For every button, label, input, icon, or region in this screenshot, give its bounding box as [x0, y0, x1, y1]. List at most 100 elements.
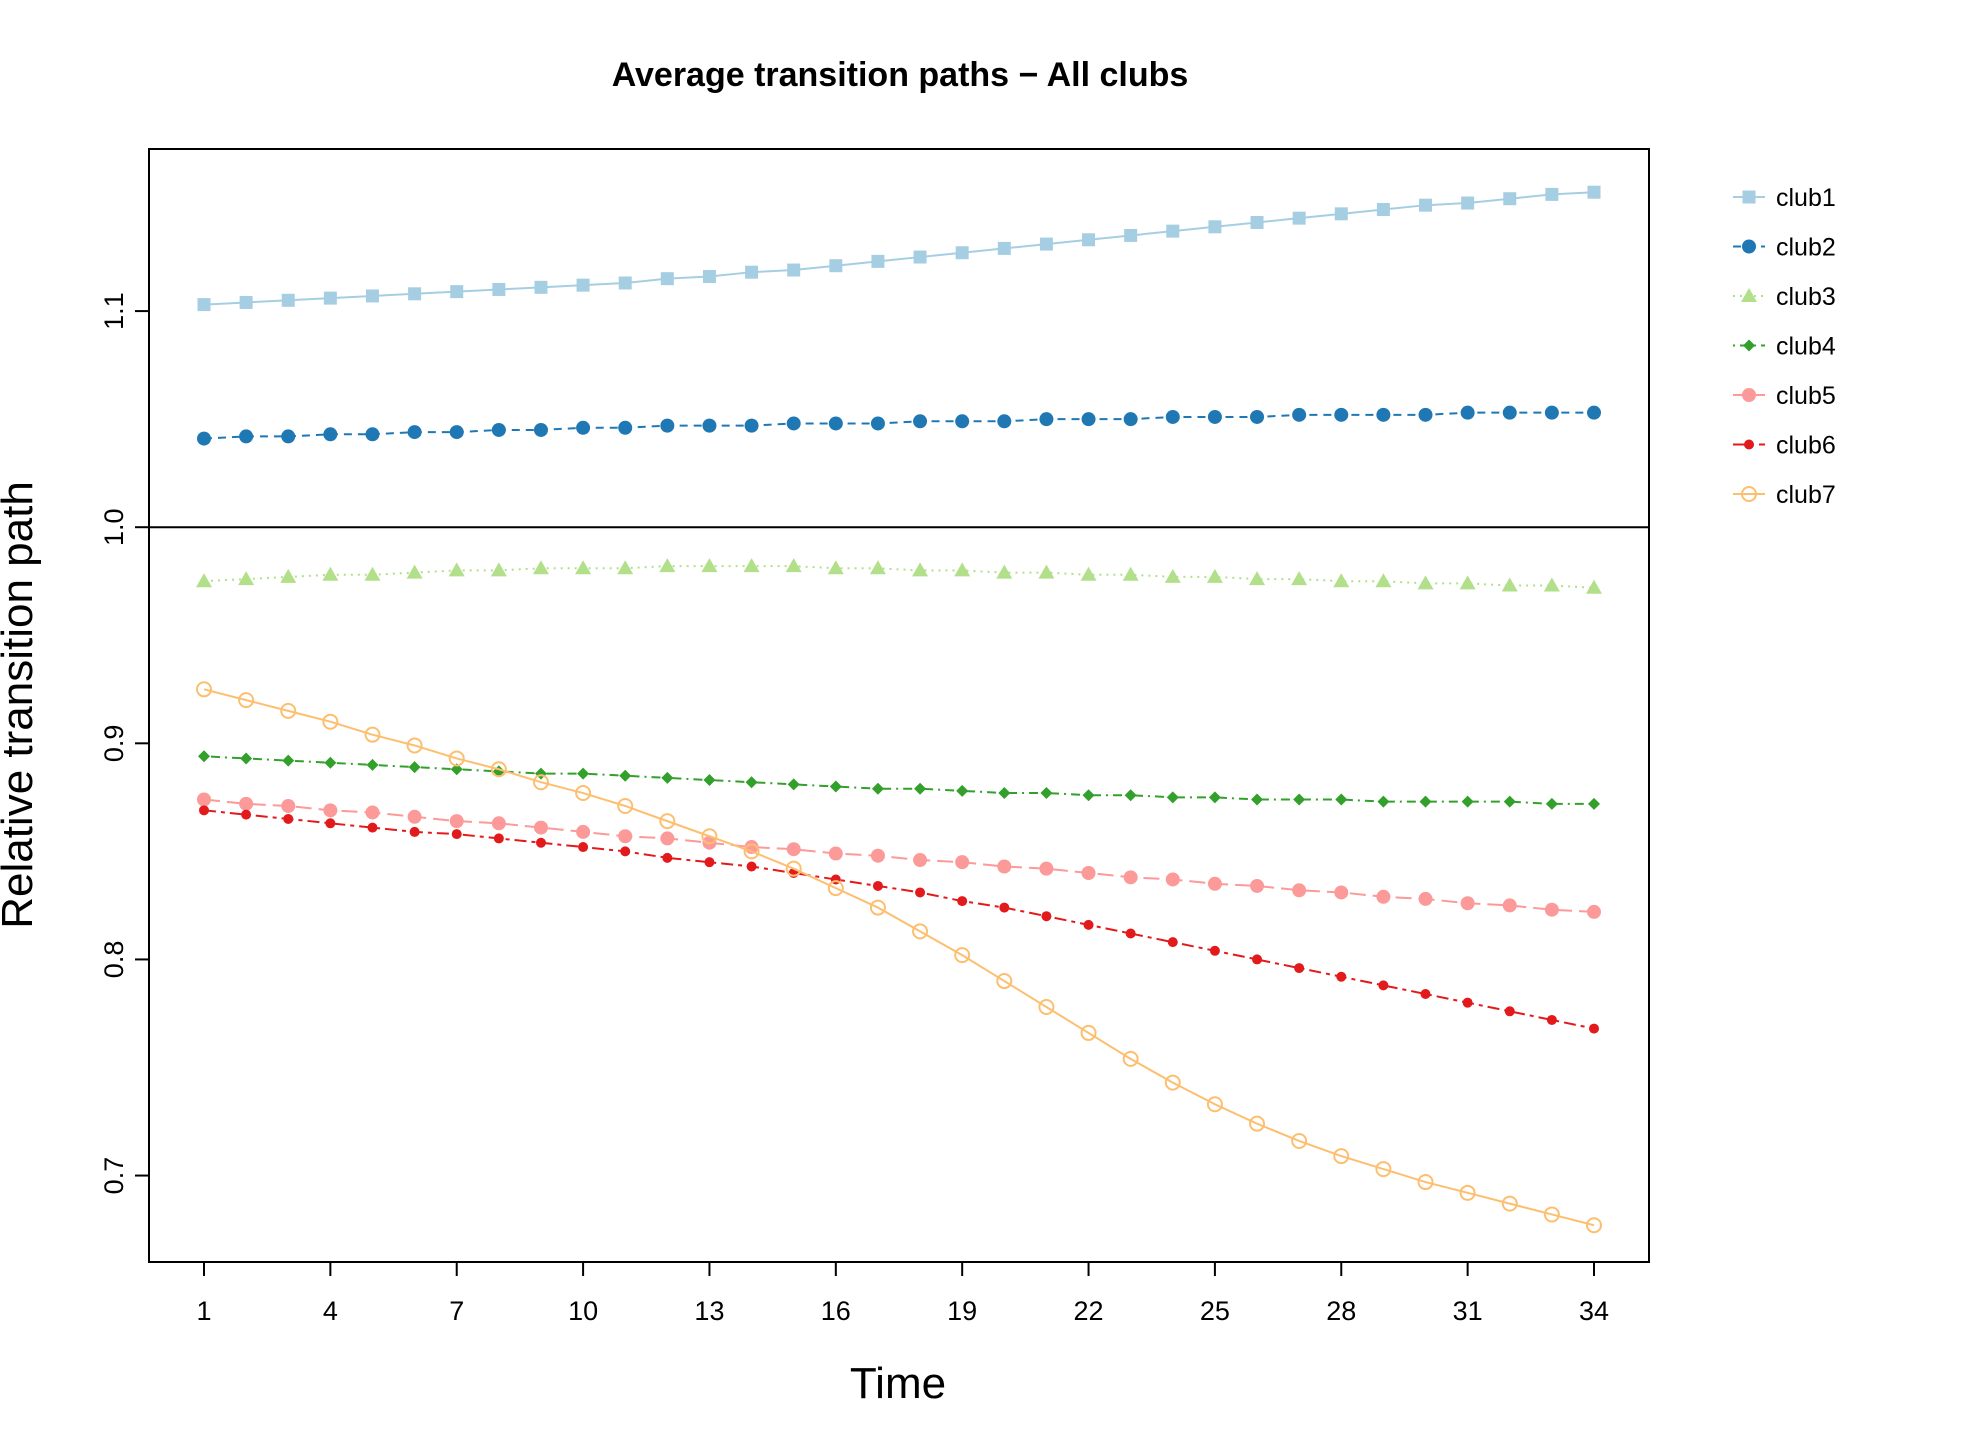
data-point-club3 — [1375, 573, 1392, 588]
data-point-club6 — [535, 837, 546, 848]
data-point-club6 — [283, 813, 294, 824]
data-point-club3 — [659, 558, 676, 573]
data-point-club2 — [870, 416, 885, 431]
data-point-club6 — [493, 833, 504, 844]
data-point-club3 — [869, 560, 886, 575]
data-point-club7 — [1249, 1115, 1266, 1132]
data-point-club2 — [1250, 409, 1265, 424]
data-point-club2 — [1123, 412, 1138, 427]
data-point-club6 — [746, 861, 757, 872]
data-point-club7 — [196, 681, 212, 698]
data-point-club4 — [1040, 787, 1053, 800]
y-axis-label: Relative transition path — [0, 481, 42, 929]
data-point-club6 — [872, 880, 883, 891]
data-point-club5 — [660, 831, 675, 846]
data-point-club3 — [785, 558, 802, 573]
data-point-club7 — [575, 785, 592, 802]
legend-marker — [1741, 288, 1757, 302]
x-tick-label: 28 — [1326, 1296, 1356, 1326]
data-point-club7 — [364, 726, 381, 743]
data-point-club1 — [492, 282, 506, 296]
data-point-club2 — [660, 418, 675, 433]
data-point-club7 — [1206, 1096, 1223, 1113]
data-point-club3 — [617, 560, 634, 575]
data-point-club6 — [367, 822, 378, 833]
data-point-club2 — [1376, 407, 1391, 422]
y-tick-label: 1.0 — [99, 508, 129, 546]
data-point-club1 — [1124, 228, 1138, 242]
data-point-club6 — [1083, 919, 1094, 930]
data-point-club2 — [1039, 412, 1054, 427]
data-point-club3 — [1586, 579, 1602, 594]
data-point-club6 — [325, 818, 336, 829]
data-point-club3 — [912, 562, 929, 577]
data-point-club3 — [1164, 568, 1181, 583]
x-axis-label: Time — [850, 1359, 946, 1408]
data-point-club7 — [1501, 1195, 1518, 1212]
data-point-club3 — [406, 564, 423, 579]
x-tick-label: 34 — [1579, 1296, 1609, 1326]
data-point-club6 — [451, 829, 462, 840]
data-point-club4 — [871, 782, 884, 795]
data-point-club2 — [1544, 405, 1559, 420]
series-line-club7 — [203, 688, 1595, 1227]
data-point-club3 — [1122, 566, 1139, 581]
legend-label: club5 — [1776, 382, 1836, 410]
data-point-club5 — [407, 809, 422, 824]
data-point-club3 — [1543, 577, 1560, 592]
data-point-club7 — [1122, 1050, 1139, 1067]
data-point-club7 — [827, 880, 844, 897]
data-point-club6 — [915, 887, 926, 898]
data-point-club1 — [323, 291, 337, 305]
data-point-club3 — [701, 558, 718, 573]
data-point-club2 — [281, 429, 296, 444]
data-point-club4 — [324, 756, 337, 769]
data-point-club6 — [1041, 911, 1052, 922]
data-point-club1 — [1208, 220, 1222, 234]
data-point-club7 — [659, 813, 676, 830]
data-point-club7 — [869, 899, 886, 916]
data-point-club4 — [577, 767, 590, 780]
data-point-club7 — [1586, 1217, 1602, 1234]
x-tick-label: 19 — [947, 1296, 977, 1326]
data-point-club4 — [829, 780, 842, 793]
chart-title: Average transition paths − All clubs — [612, 56, 1189, 94]
x-tick-label: 10 — [568, 1296, 598, 1326]
data-point-club3 — [743, 558, 760, 573]
data-point-club2 — [997, 414, 1012, 429]
data-point-club7 — [448, 750, 465, 767]
data-point-club2 — [744, 418, 759, 433]
x-tick-label: 22 — [1074, 1296, 1104, 1326]
data-point-club5 — [1292, 883, 1307, 898]
data-point-club3 — [1038, 564, 1055, 579]
legend-marker — [1742, 190, 1756, 204]
data-point-club4 — [1545, 797, 1558, 810]
data-point-club7 — [701, 828, 718, 845]
series-club6 — [199, 805, 1599, 1034]
data-point-club6 — [409, 826, 420, 837]
data-point-club7 — [532, 774, 549, 791]
plot-frame — [148, 148, 1650, 1263]
data-point-club5 — [828, 846, 843, 861]
data-point-club7 — [1333, 1148, 1350, 1165]
legend-item-club5: club5 — [1733, 382, 1836, 410]
legend-item-club7: club7 — [1733, 481, 1836, 509]
data-point-club5 — [1081, 865, 1096, 880]
data-point-club3 — [448, 562, 465, 577]
y-tick-label: 0.7 — [99, 1157, 129, 1195]
data-point-club4 — [703, 774, 716, 787]
data-point-club7 — [1164, 1074, 1181, 1091]
data-point-club1 — [365, 289, 379, 303]
data-point-club6 — [241, 809, 252, 820]
data-point-club1 — [1292, 211, 1306, 225]
data-point-club6 — [578, 842, 589, 853]
data-point-club4 — [1124, 789, 1137, 802]
data-point-club4 — [956, 784, 969, 797]
data-point-club2 — [828, 416, 843, 431]
x-tick-label: 4 — [323, 1296, 338, 1326]
data-point-club1 — [997, 241, 1011, 255]
data-point-club1 — [1250, 215, 1264, 229]
x-tick-label: 25 — [1200, 1296, 1230, 1326]
data-point-club1 — [1376, 203, 1390, 217]
data-point-club1 — [702, 270, 716, 284]
